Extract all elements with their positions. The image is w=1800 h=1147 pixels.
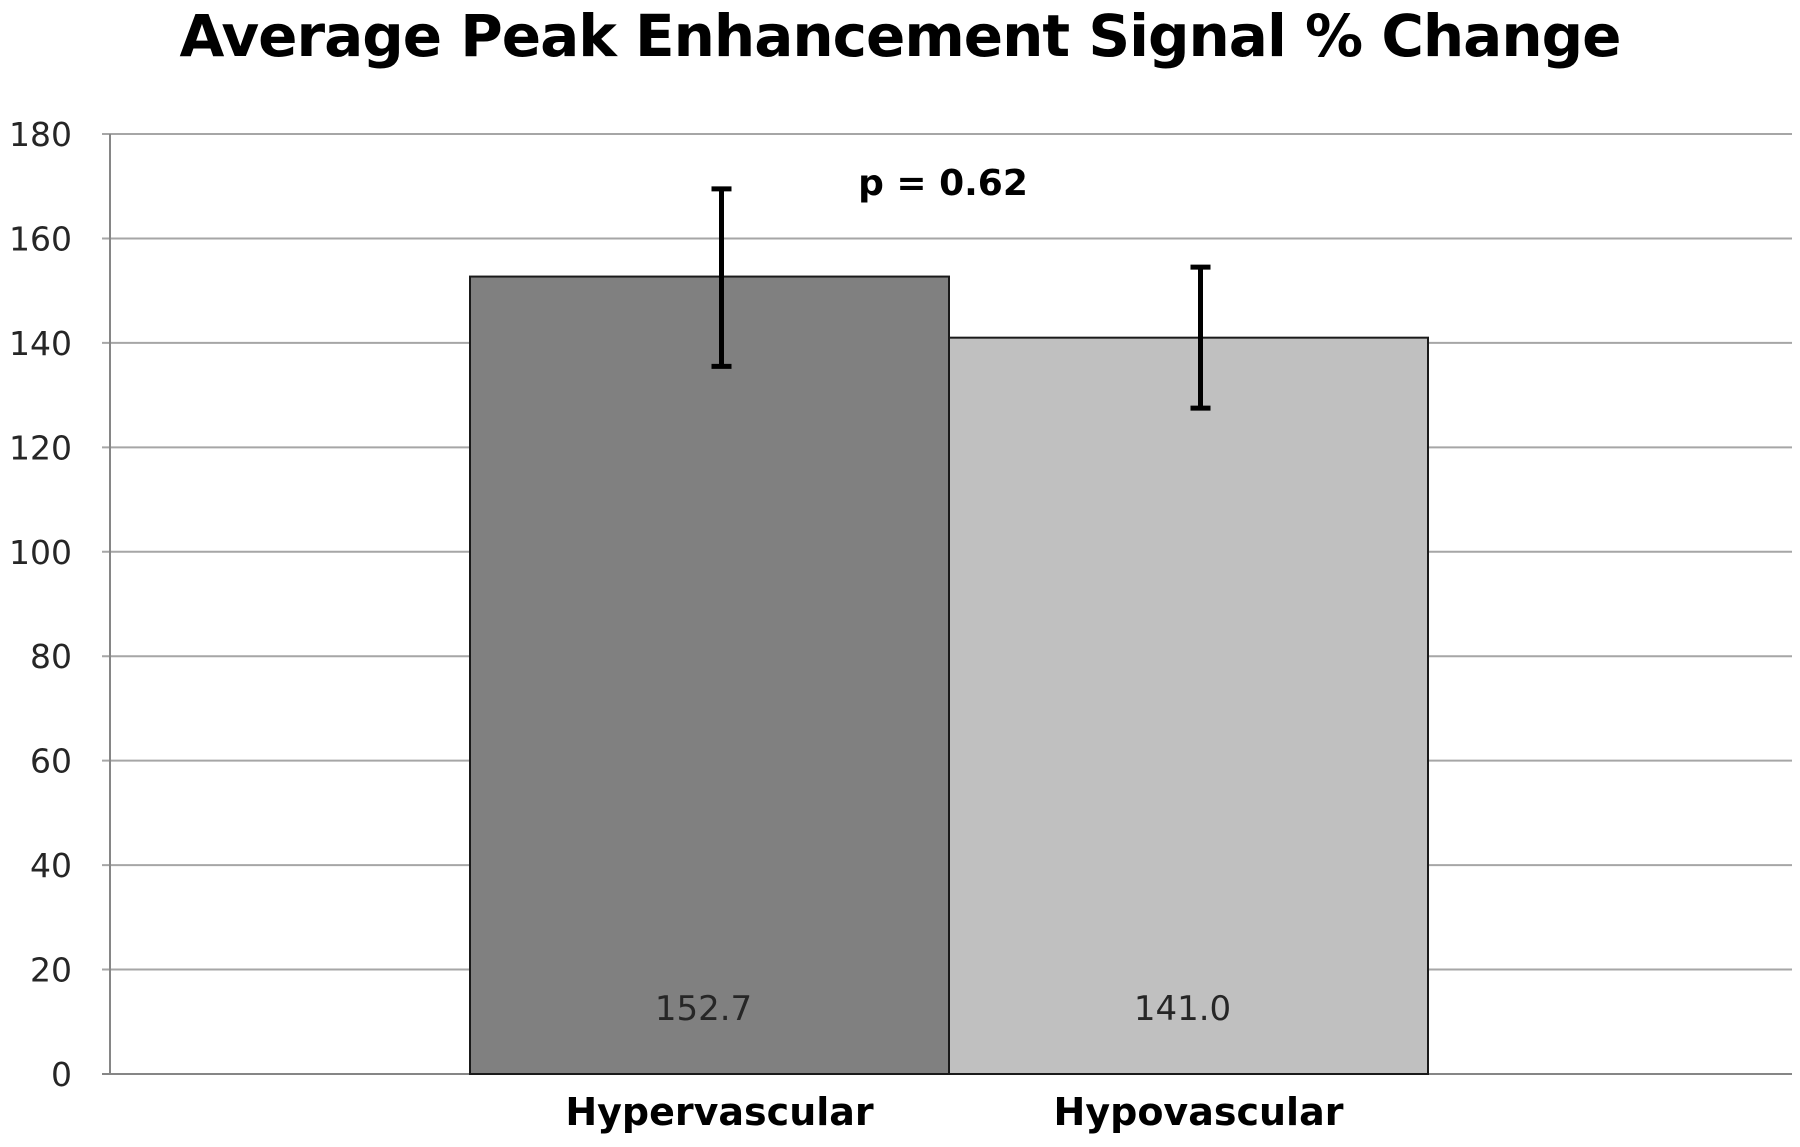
bar-hypovascular (948, 336, 1429, 1075)
bars (469, 275, 1429, 1076)
y-tick-label-0: 0 (51, 1055, 72, 1094)
y-tick-label-60: 60 (30, 742, 72, 781)
labels: 0 20 40 60 80 100 120 140 160 180 152.7 Hypervascul… (9, 115, 1344, 1134)
bar-hypervascular (469, 275, 950, 1076)
y-tick-label-180: 180 (9, 115, 72, 154)
y-tick-label-120: 120 (9, 428, 72, 467)
error-bar-hypervascular (711, 186, 732, 369)
y-tick-label-20: 20 (30, 951, 72, 990)
y-tick-label-40: 40 (30, 846, 72, 885)
value-label-hypovascular: 141.0 (1134, 989, 1231, 1029)
y-tick-label-80: 80 (30, 637, 72, 676)
y-tick-label-140: 140 (9, 324, 72, 363)
category-label-hypervascular: Hypervascular (565, 1090, 874, 1134)
y-tick-label-160: 160 (9, 219, 72, 258)
error-bar-hypovascular (1190, 264, 1211, 411)
p-value-annotation: p = 0.62 (858, 163, 1028, 204)
category-label-hypovascular: Hypovascular (1054, 1090, 1344, 1134)
y-tick-label-100: 100 (9, 533, 72, 572)
error-bars (711, 186, 1211, 411)
value-label-hypervascular: 152.7 (655, 989, 752, 1029)
chart-title: Average Peak Enhancement Signal % Change (179, 2, 1622, 70)
